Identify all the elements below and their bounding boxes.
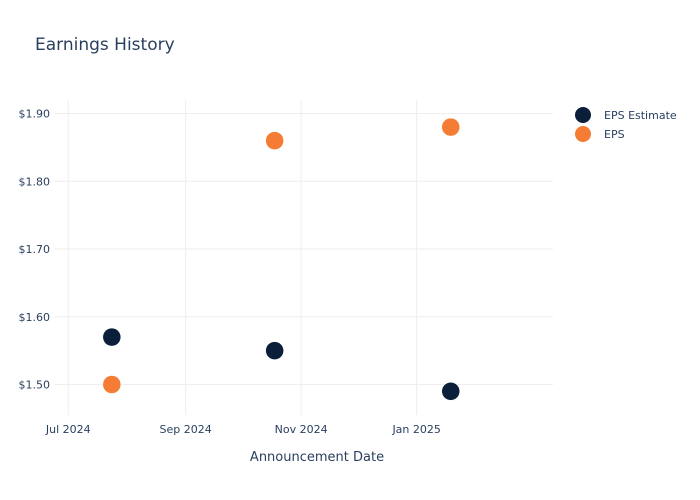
- legend-marker: [575, 107, 591, 123]
- chart-title: Earnings History: [35, 35, 175, 55]
- legend[interactable]: EPS Estimate EPS: [575, 107, 677, 142]
- data-points: [102, 117, 460, 401]
- x-tick-label: Sep 2024: [160, 423, 212, 436]
- legend-marker: [575, 126, 591, 142]
- scatter-point-eps[interactable]: [102, 375, 122, 394]
- x-tick-label: Jul 2024: [45, 423, 91, 436]
- grid: [55, 100, 553, 415]
- legend-item-eps[interactable]: EPS: [575, 126, 625, 142]
- scatter-point-eps[interactable]: [441, 117, 460, 137]
- y-tick-label: $1.70: [19, 243, 51, 256]
- x-tick-label: Nov 2024: [275, 423, 328, 436]
- scatter-point-eps-estimate[interactable]: [102, 327, 122, 347]
- y-tick-label: $1.60: [19, 311, 51, 324]
- y-axis-ticks: $1.50 $1.60 $1.70 $1.80 $1.90: [19, 108, 51, 392]
- scatter-point-eps-estimate[interactable]: [265, 341, 284, 360]
- y-tick-label: $1.50: [19, 379, 51, 392]
- legend-label: EPS Estimate: [604, 109, 677, 122]
- x-axis-title: Announcement Date: [250, 450, 384, 465]
- legend-item-eps-estimate[interactable]: EPS Estimate: [575, 107, 677, 123]
- x-axis-ticks: Jul 2024 Sep 2024 Nov 2024 Jan 2025: [45, 423, 441, 436]
- legend-label: EPS: [604, 128, 625, 141]
- y-tick-label: $1.90: [19, 108, 51, 121]
- y-tick-label: $1.80: [19, 175, 51, 188]
- scatter-point-eps[interactable]: [265, 131, 284, 150]
- scatter-point-eps-estimate[interactable]: [441, 382, 460, 401]
- x-tick-label: Jan 2025: [391, 423, 440, 436]
